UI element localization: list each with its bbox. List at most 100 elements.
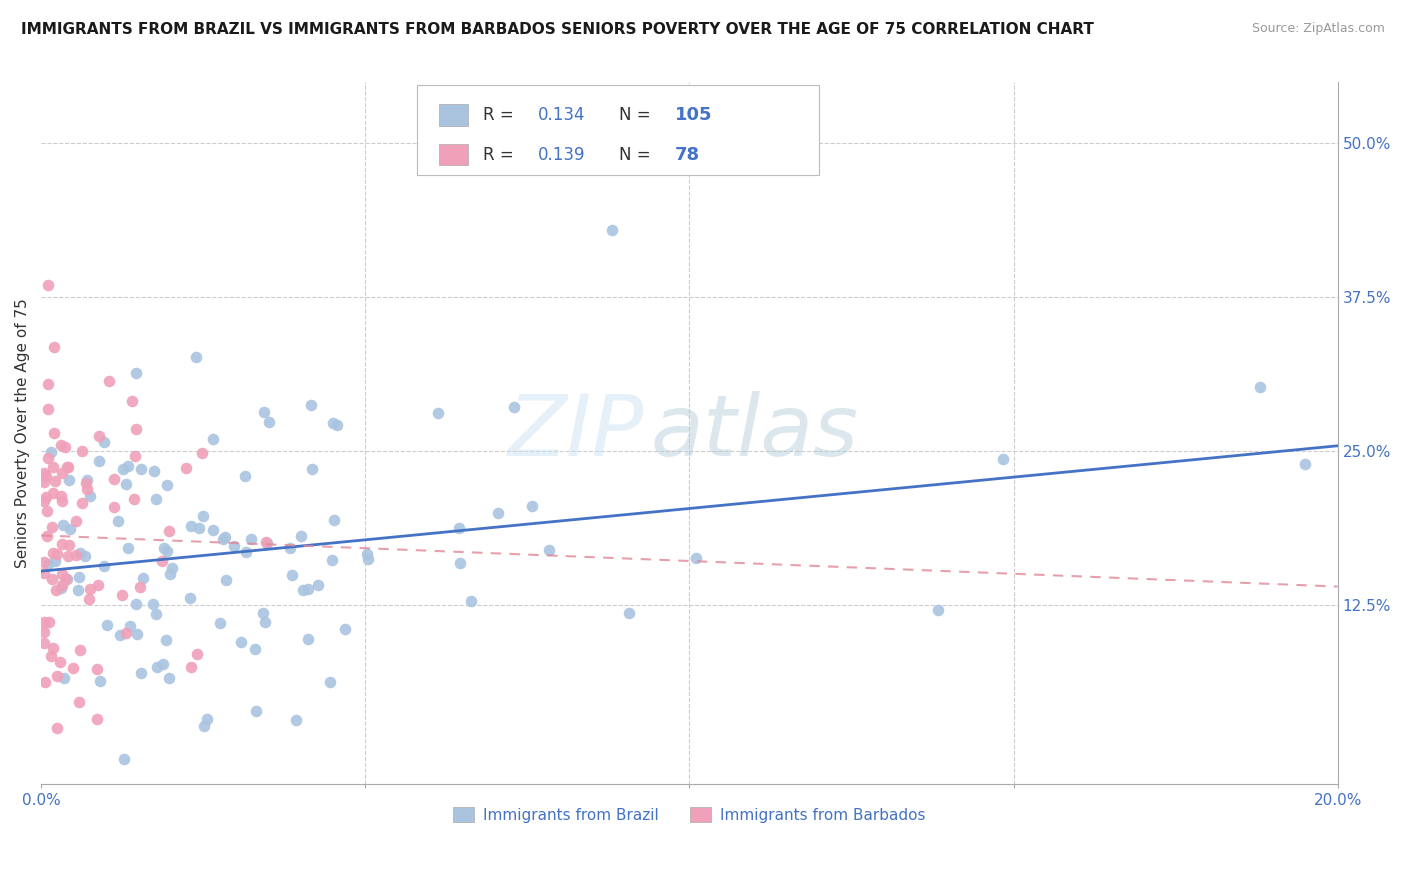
Point bbox=[65, 514, 87, 528]
Point bbox=[51, 578, 73, 592]
Point bbox=[284, 714, 307, 728]
Point bbox=[1249, 380, 1271, 394]
Point bbox=[156, 544, 179, 558]
Point bbox=[125, 627, 148, 641]
Point bbox=[486, 506, 509, 520]
Point bbox=[256, 535, 278, 549]
Point bbox=[93, 559, 115, 574]
Point bbox=[180, 660, 202, 674]
Point bbox=[112, 461, 135, 475]
Point bbox=[115, 476, 138, 491]
Point bbox=[79, 489, 101, 503]
Point bbox=[96, 617, 118, 632]
Point bbox=[44, 554, 66, 568]
Text: atlas: atlas bbox=[651, 392, 859, 475]
Point bbox=[41, 486, 63, 500]
Point bbox=[42, 460, 65, 475]
Point bbox=[297, 632, 319, 647]
Text: ZIP: ZIP bbox=[508, 392, 644, 475]
Point bbox=[245, 642, 267, 657]
Point bbox=[93, 435, 115, 450]
Point bbox=[53, 440, 76, 454]
Text: 78: 78 bbox=[675, 145, 700, 164]
Point bbox=[197, 712, 219, 726]
Point bbox=[152, 657, 174, 672]
Point bbox=[252, 405, 274, 419]
Point bbox=[174, 461, 197, 475]
Point bbox=[41, 520, 63, 534]
Point bbox=[45, 583, 67, 598]
Point bbox=[58, 549, 80, 563]
Point bbox=[191, 446, 214, 460]
Point bbox=[34, 566, 56, 580]
Point bbox=[157, 524, 180, 538]
Point bbox=[318, 675, 340, 690]
Point bbox=[193, 719, 215, 733]
Point bbox=[37, 376, 59, 391]
Point bbox=[156, 478, 179, 492]
FancyBboxPatch shape bbox=[418, 86, 820, 176]
Point bbox=[131, 462, 153, 476]
Point bbox=[280, 541, 302, 556]
Point bbox=[222, 539, 245, 553]
Point bbox=[52, 671, 75, 685]
Point bbox=[115, 626, 138, 640]
Point bbox=[79, 582, 101, 597]
Point bbox=[67, 569, 90, 583]
Point bbox=[125, 597, 148, 611]
Point bbox=[58, 538, 80, 552]
Point bbox=[39, 648, 62, 663]
Text: 0.139: 0.139 bbox=[537, 145, 585, 164]
Point bbox=[129, 580, 152, 594]
Point bbox=[34, 615, 56, 630]
Point bbox=[214, 530, 236, 544]
Point bbox=[333, 622, 356, 636]
Point bbox=[357, 551, 380, 566]
Point bbox=[145, 607, 167, 622]
Point bbox=[89, 454, 111, 468]
Point bbox=[145, 659, 167, 673]
Point bbox=[125, 366, 148, 380]
Point bbox=[55, 573, 77, 587]
Point bbox=[35, 468, 58, 483]
Point bbox=[191, 508, 214, 523]
Point bbox=[307, 578, 329, 592]
Point bbox=[292, 582, 315, 597]
Point bbox=[129, 666, 152, 681]
Point bbox=[281, 568, 304, 582]
Point bbox=[72, 496, 94, 510]
FancyBboxPatch shape bbox=[439, 104, 468, 126]
Point bbox=[69, 546, 91, 560]
Y-axis label: Seniors Poverty Over the Age of 75: Seniors Poverty Over the Age of 75 bbox=[15, 298, 30, 568]
Point bbox=[34, 467, 56, 481]
Point bbox=[356, 547, 378, 561]
Point bbox=[49, 581, 72, 595]
Point bbox=[202, 523, 225, 537]
Point bbox=[256, 535, 278, 549]
Point bbox=[37, 504, 59, 518]
Point bbox=[67, 695, 90, 709]
Point bbox=[77, 592, 100, 607]
Point bbox=[55, 572, 77, 586]
Point bbox=[55, 460, 77, 475]
Point bbox=[322, 416, 344, 430]
Point bbox=[49, 438, 72, 452]
Text: R =: R = bbox=[484, 145, 519, 164]
Point bbox=[186, 647, 208, 661]
Point bbox=[202, 432, 225, 446]
Point bbox=[253, 615, 276, 629]
Point bbox=[103, 472, 125, 486]
Point bbox=[212, 532, 235, 546]
Point bbox=[321, 553, 343, 567]
Point bbox=[44, 475, 66, 489]
Point bbox=[155, 633, 177, 648]
Point bbox=[522, 500, 544, 514]
Point bbox=[89, 674, 111, 689]
Point bbox=[449, 556, 471, 570]
Point bbox=[37, 278, 59, 293]
Point bbox=[41, 572, 63, 586]
Point bbox=[42, 340, 65, 354]
Point bbox=[49, 489, 72, 503]
Point bbox=[65, 548, 87, 562]
Point bbox=[62, 661, 84, 675]
